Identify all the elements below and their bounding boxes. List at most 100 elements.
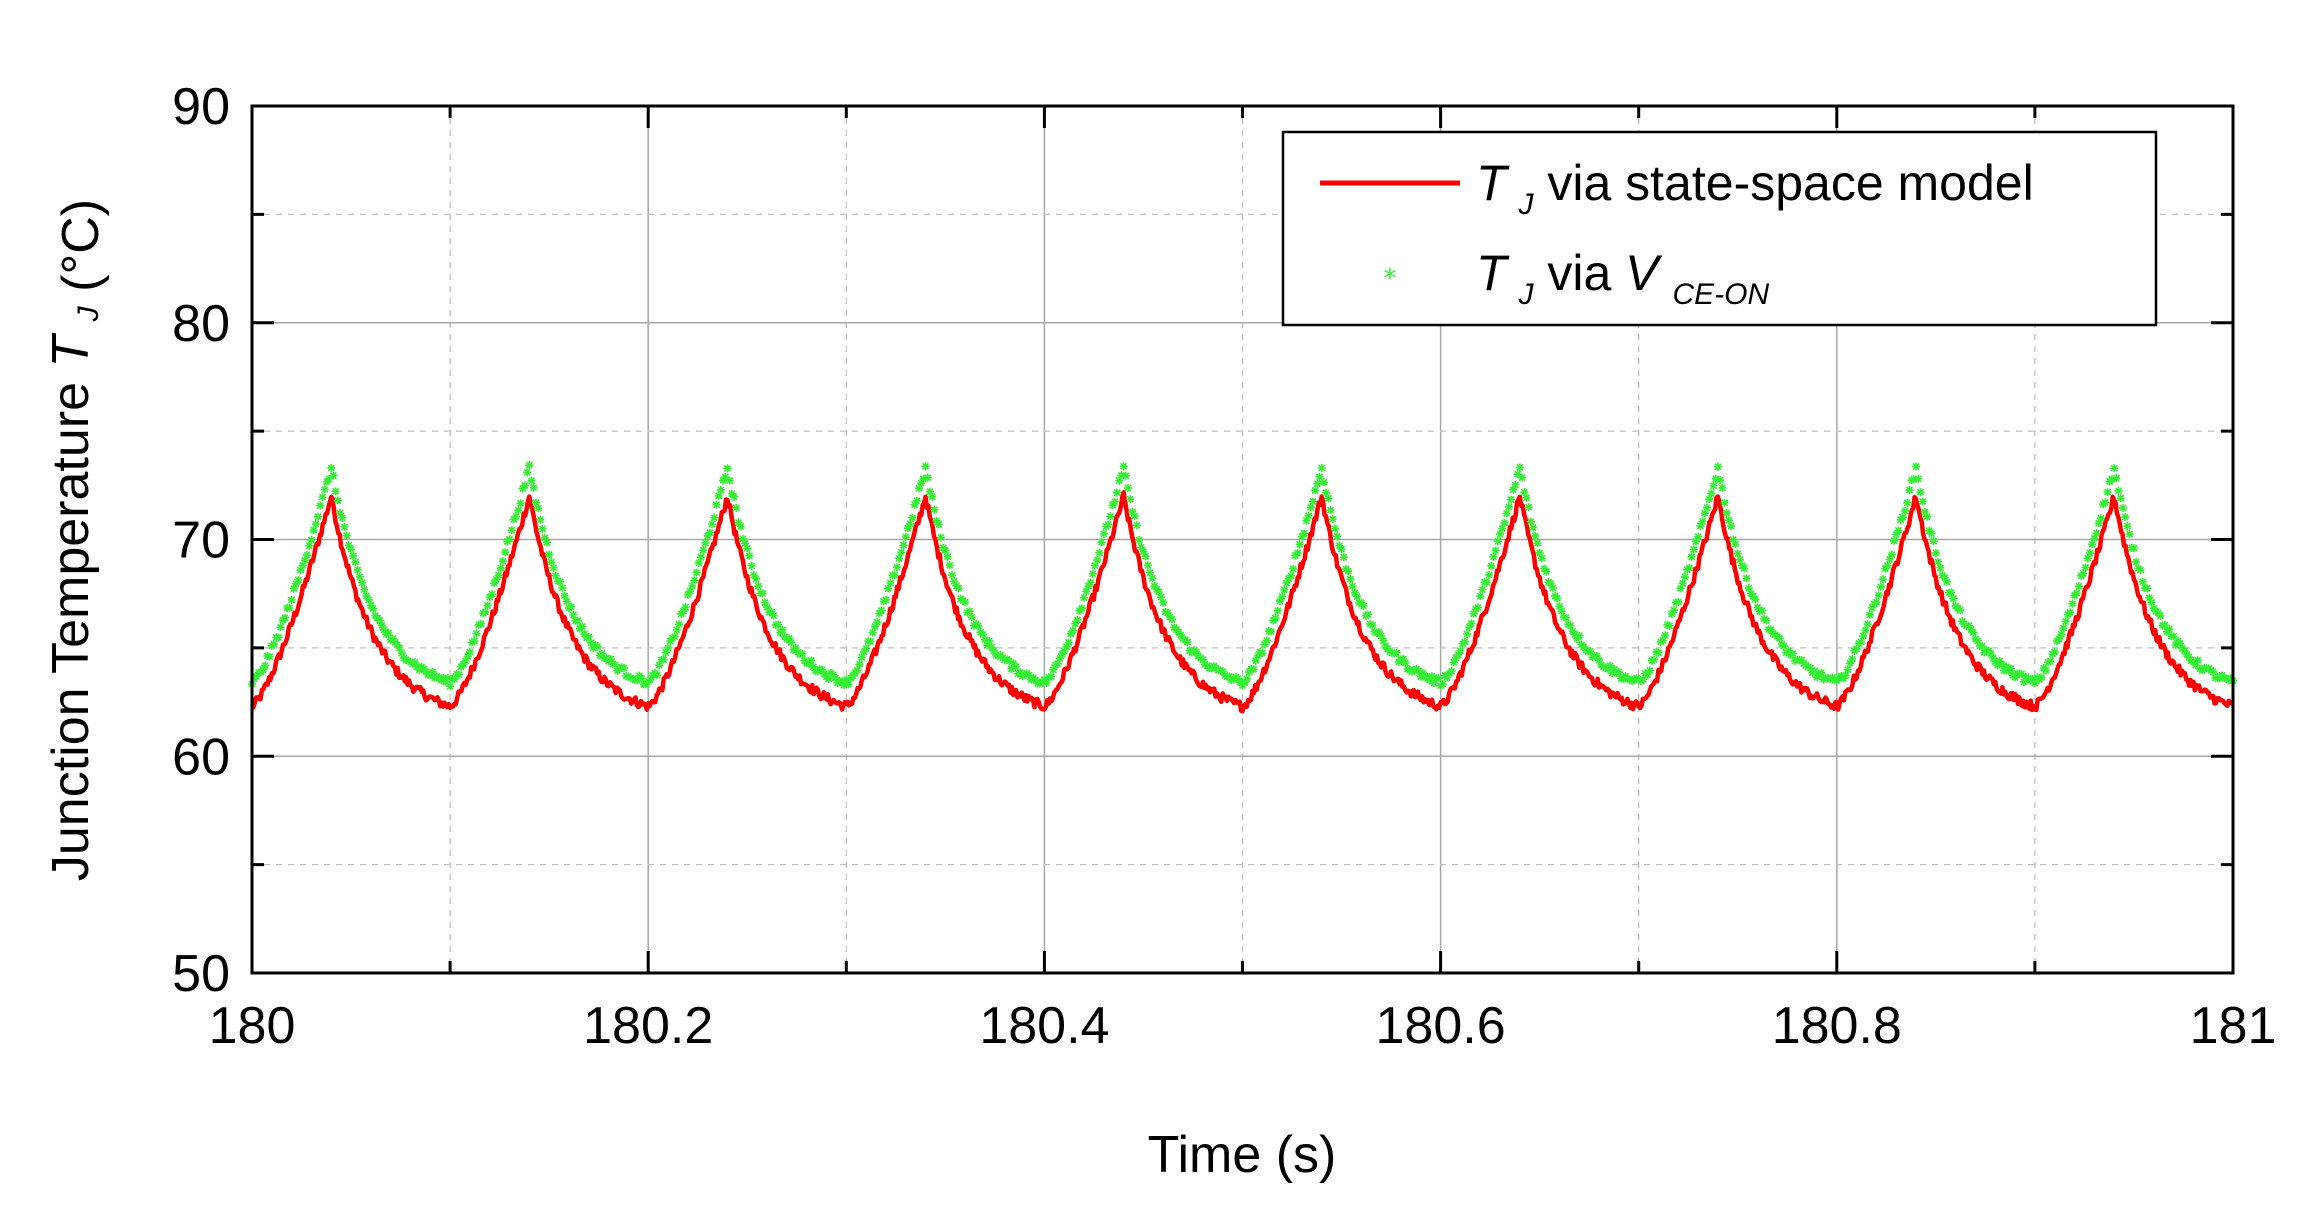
series-point — [1293, 548, 1302, 557]
series-point — [749, 571, 758, 580]
series-point — [1489, 552, 1498, 561]
series-point — [1311, 486, 1320, 495]
series-point — [375, 616, 384, 625]
series-point — [2006, 664, 2015, 673]
series-point — [1570, 630, 1579, 639]
series-point — [1694, 532, 1703, 541]
series-point — [1469, 609, 1478, 618]
series-point — [1934, 557, 1943, 566]
series-point — [1663, 620, 1672, 629]
series-point — [1797, 656, 1806, 665]
series-point — [1586, 647, 1595, 656]
y-axis-title-unit: (°C) — [52, 199, 110, 292]
series-point — [890, 571, 899, 580]
y-tick-label: 90 — [172, 78, 230, 136]
series-point — [787, 638, 796, 647]
series-point — [329, 471, 338, 480]
series-point — [1885, 555, 1894, 564]
series-point — [1372, 629, 1381, 638]
series-point — [686, 587, 695, 596]
series-point — [743, 544, 752, 553]
series-point — [1685, 563, 1694, 572]
series-point — [1456, 646, 1465, 655]
series-point — [540, 533, 549, 542]
series-point — [320, 485, 329, 494]
series-point — [516, 499, 525, 508]
series-point — [721, 473, 730, 482]
series-point — [1502, 509, 1511, 518]
series-point — [1049, 665, 1058, 674]
series-point — [1711, 474, 1720, 483]
series-point — [1956, 606, 1965, 615]
series-point — [542, 538, 551, 547]
series-point — [340, 522, 349, 531]
series-point — [270, 639, 279, 648]
series-point — [520, 481, 529, 490]
series-point — [653, 671, 662, 680]
series-point — [1500, 518, 1509, 527]
series-point — [870, 622, 879, 631]
series-point — [1487, 561, 1496, 570]
series-point — [498, 557, 507, 566]
series-point — [1566, 621, 1575, 630]
series-point — [2002, 662, 2011, 671]
series-point — [331, 487, 340, 496]
series-point — [930, 505, 939, 514]
series-point — [261, 661, 270, 670]
series-point — [1434, 674, 1443, 683]
series-point — [1535, 548, 1544, 557]
series-point — [316, 501, 325, 510]
series-point — [873, 618, 882, 627]
series-point — [1146, 568, 1155, 577]
series-point — [778, 625, 787, 634]
series-point — [586, 638, 595, 647]
series-point — [1126, 495, 1135, 504]
series-point — [1086, 578, 1095, 587]
series-point — [2017, 669, 2026, 678]
series-point — [1335, 541, 1344, 550]
series-point — [347, 545, 356, 554]
series-point — [855, 660, 864, 669]
series-point — [1485, 570, 1494, 579]
series-point — [1093, 555, 1102, 564]
series-point — [2180, 646, 2189, 655]
series-point — [342, 531, 351, 540]
series-point — [1700, 509, 1709, 518]
series-point — [818, 665, 827, 674]
series-point — [459, 660, 468, 669]
series-point — [1476, 592, 1485, 601]
series-point — [1654, 648, 1663, 657]
series-point — [2169, 632, 2178, 641]
series-line — [250, 490, 2234, 714]
series-point — [1319, 478, 1328, 487]
series-point — [923, 473, 932, 482]
series-point — [1852, 644, 1861, 653]
series-point — [1522, 493, 1531, 502]
series-point — [767, 607, 776, 616]
series-point — [1676, 584, 1685, 593]
series-point — [1784, 646, 1793, 655]
series-point — [1905, 486, 1914, 495]
series-point — [1548, 583, 1557, 592]
x-tick-label: 180 — [209, 997, 296, 1055]
series-point — [1060, 646, 1069, 655]
series-point — [2138, 577, 2147, 586]
series-point — [2101, 498, 2110, 507]
series-point — [1161, 607, 1170, 616]
series-point — [461, 656, 470, 665]
series-point — [1705, 495, 1714, 504]
series-point — [1515, 463, 1524, 472]
series-point — [1062, 642, 1071, 651]
series-point — [1665, 621, 1674, 630]
series-point — [523, 468, 532, 477]
series-point — [895, 554, 904, 563]
series-point — [1282, 579, 1291, 588]
series-point — [831, 674, 840, 683]
series-point — [1824, 673, 1832, 682]
series-point — [1709, 481, 1718, 490]
series-point — [807, 656, 816, 665]
series-point — [1183, 638, 1192, 647]
series-point — [754, 582, 763, 591]
series-point — [1890, 536, 1899, 545]
series-point — [2074, 582, 2083, 591]
